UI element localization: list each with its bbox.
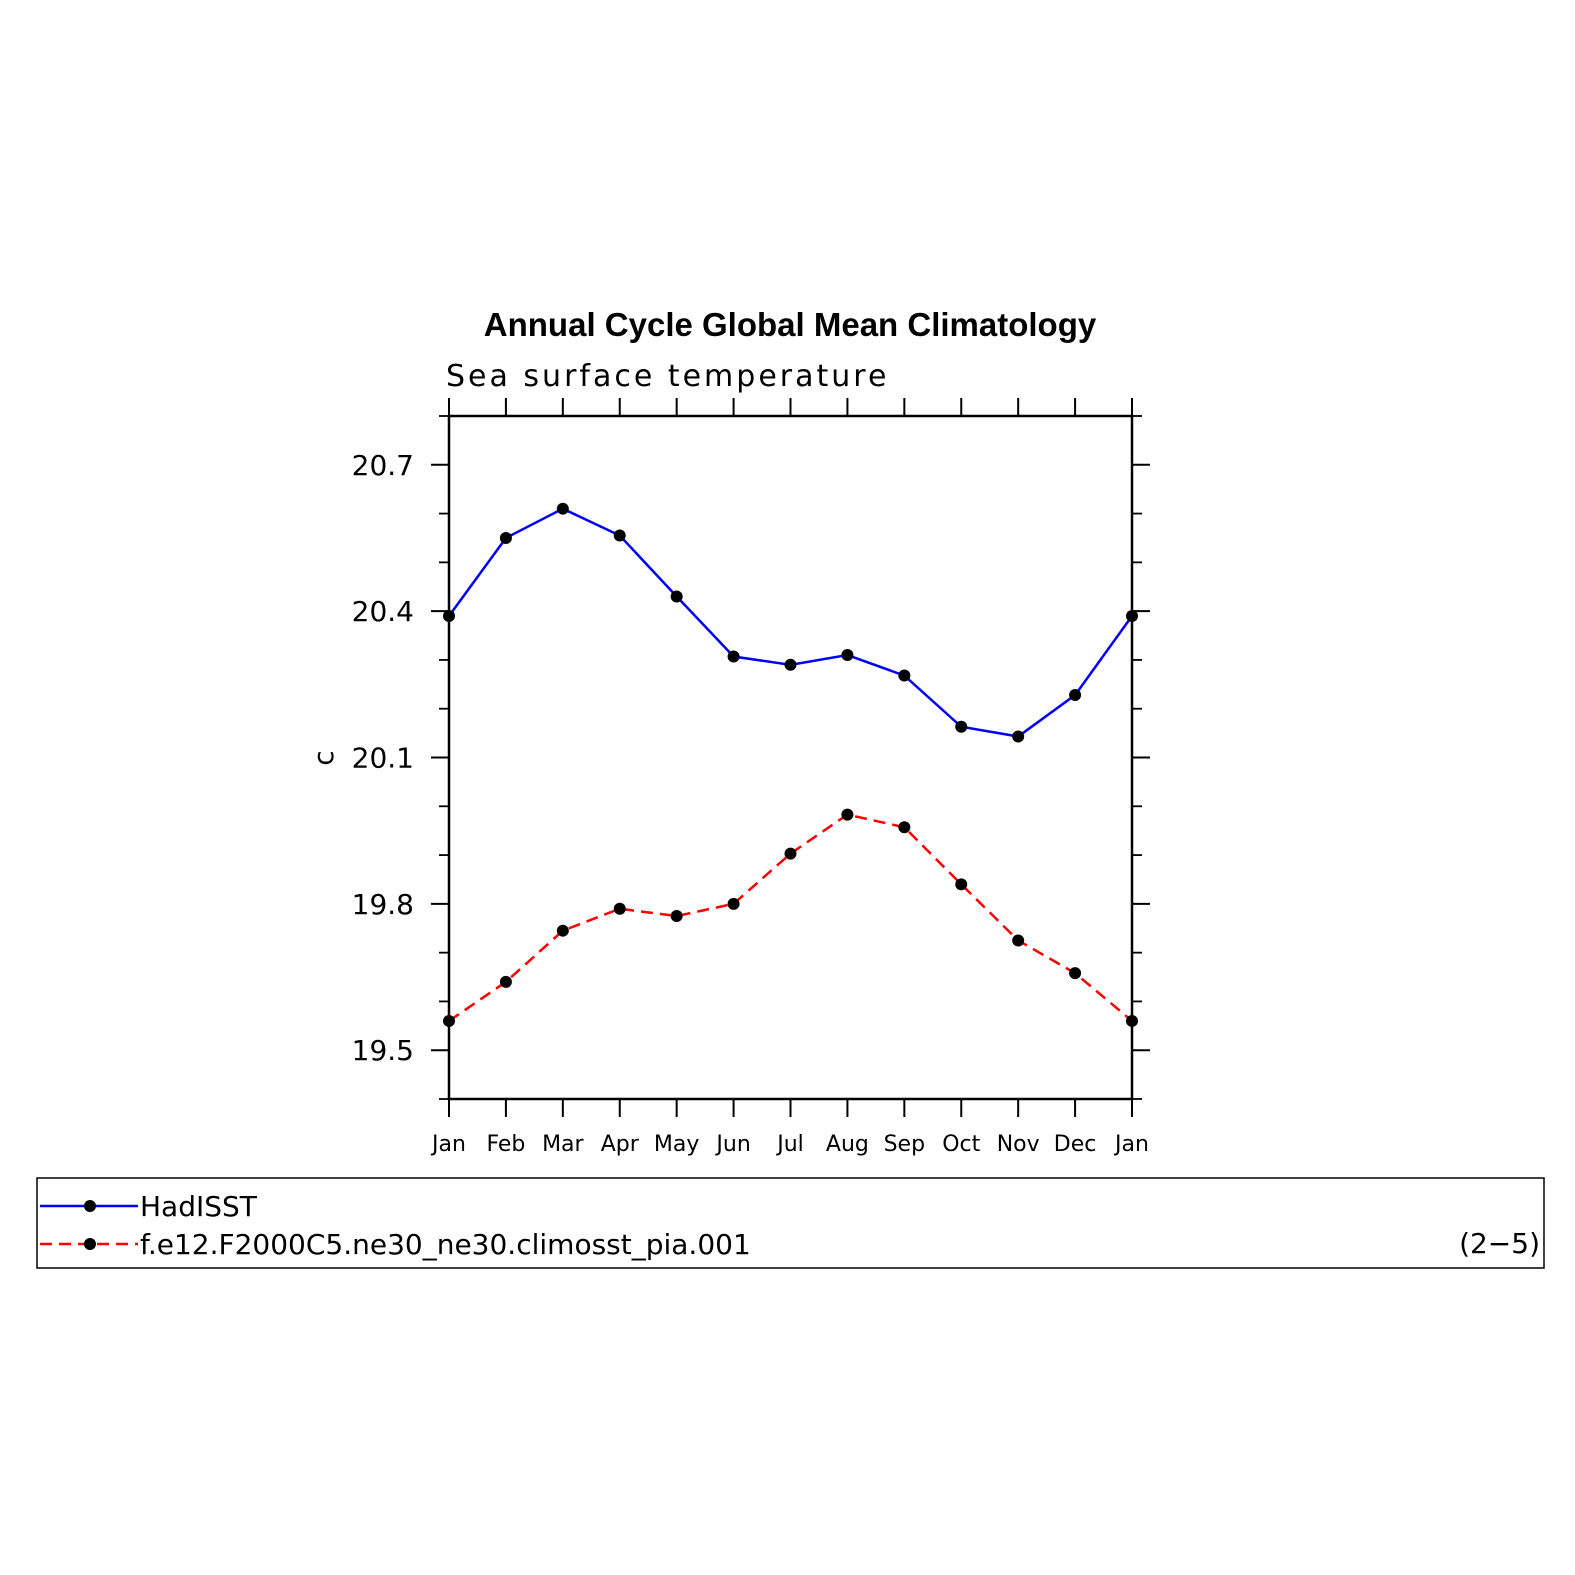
series-1-point <box>443 1014 455 1027</box>
x-tick-label: Feb <box>486 1132 525 1157</box>
series-0-point <box>1012 730 1025 743</box>
legend-label-1: f.e12.F2000C5.ne30_ne30.climosst_pia.001 <box>140 1228 751 1261</box>
x-tick-label: Mar <box>542 1132 584 1157</box>
series-0-point <box>727 650 740 663</box>
series-1-point <box>898 821 911 834</box>
series-layer <box>443 502 1138 1027</box>
x-tick-label: Dec <box>1054 1132 1097 1157</box>
x-tick-label: Oct <box>942 1132 980 1157</box>
y-tick-label: 19.8 <box>352 888 414 921</box>
x-tick-label: Nov <box>997 1132 1040 1157</box>
series-0-point <box>841 649 854 662</box>
series-line-0 <box>447 507 1134 738</box>
series-1-point <box>784 847 797 860</box>
series-1-point <box>1069 967 1082 980</box>
x-tick-label: Jun <box>714 1132 750 1157</box>
series-1-point <box>670 910 683 923</box>
legend-marker-0 <box>84 1200 96 1212</box>
legend: HadISST f.e12.F2000C5.ne30_ne30.climosst_… <box>36 1177 1545 1269</box>
series-0-point <box>955 720 968 733</box>
legend-box <box>36 1177 1545 1269</box>
x-tick-label: May <box>654 1132 699 1157</box>
series-1-point <box>1126 1014 1138 1027</box>
x-tick-label: Jan <box>1113 1132 1149 1157</box>
chart-title: Annual Cycle Global Mean Climatology <box>484 306 1097 343</box>
legend-marker-1 <box>84 1238 96 1250</box>
x-tick-label: Sep <box>884 1132 925 1157</box>
series-0-point <box>898 669 911 682</box>
series-0-point <box>670 590 683 603</box>
x-tick-label: Apr <box>601 1132 640 1157</box>
plot-frame <box>447 414 1134 1101</box>
series-0-point <box>556 502 569 515</box>
y-tick-label: 20.4 <box>352 595 414 628</box>
series-0-point <box>613 529 626 542</box>
panel-label: (2−5) <box>1459 1227 1540 1260</box>
series-1-point <box>499 975 512 988</box>
x-tick-label: Jan <box>430 1132 466 1157</box>
y-axis-label: c <box>307 750 340 765</box>
legend-label-0: HadISST <box>140 1190 258 1223</box>
y-tick-label: 20.7 <box>352 449 414 482</box>
x-tick-label: Jul <box>775 1132 804 1157</box>
series-1-point <box>841 808 854 821</box>
series-0-point <box>1126 610 1138 623</box>
x-tick-label: Aug <box>826 1132 869 1157</box>
series-1-point <box>1012 934 1025 947</box>
legend-entries: HadISST f.e12.F2000C5.ne30_ne30.climosst_… <box>40 1190 751 1261</box>
axes: Jan Feb Mar Apr May Jun Jul Aug Sep Oct Nov Dec Jan 2… <box>352 398 1150 1157</box>
series-0-point <box>499 531 512 544</box>
series-0-point <box>443 610 455 623</box>
series-0-point <box>784 658 797 671</box>
chart-subtitle: Sea surface temperature <box>446 359 889 394</box>
series-1-point <box>556 924 569 937</box>
series-1-point <box>727 897 740 910</box>
series-1-point <box>955 878 968 891</box>
series-1-point <box>613 902 626 915</box>
y-tick-label: 20.1 <box>352 742 414 775</box>
series-line-1 <box>448 813 1133 1022</box>
series-0-point <box>1069 689 1082 702</box>
y-tick-label: 19.5 <box>352 1034 414 1067</box>
